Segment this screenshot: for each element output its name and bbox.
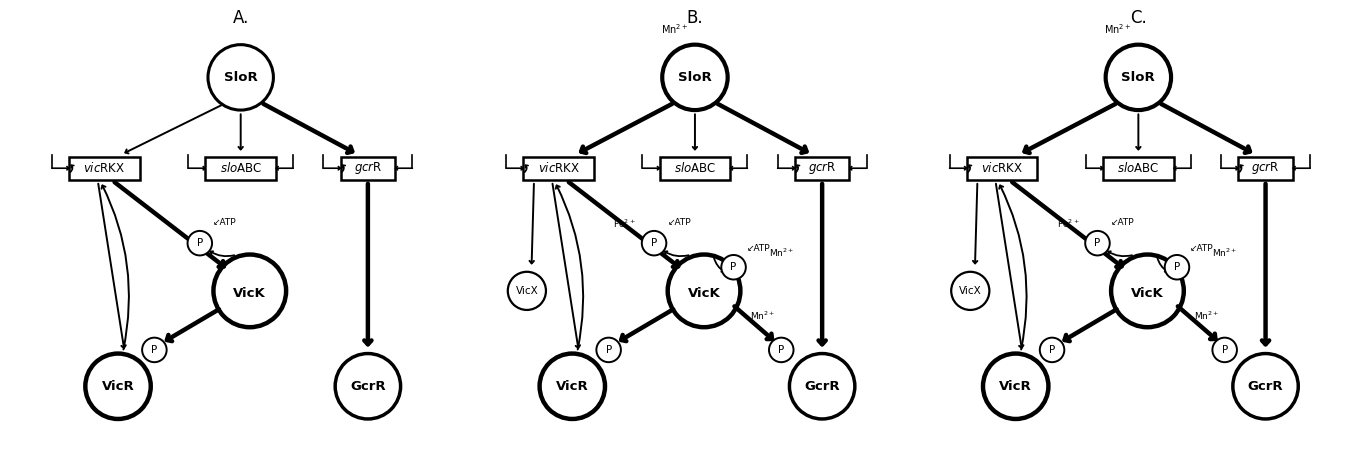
Text: $\it{vic}$RKX: $\it{vic}$RKX (83, 161, 126, 175)
Text: $\it{vic}$RKX: $\it{vic}$RKX (980, 161, 1024, 175)
Circle shape (142, 338, 167, 362)
Circle shape (983, 354, 1048, 419)
Text: GcrR: GcrR (350, 380, 385, 393)
Text: ↙ATP: ↙ATP (1191, 243, 1214, 252)
Text: VicK: VicK (1131, 287, 1163, 300)
Text: $\it{slo}$ABC: $\it{slo}$ABC (674, 161, 716, 175)
Circle shape (1105, 45, 1172, 110)
Text: GcrR: GcrR (804, 380, 839, 393)
FancyBboxPatch shape (1238, 157, 1292, 180)
Circle shape (207, 45, 274, 110)
Text: P: P (1174, 262, 1180, 272)
Text: $\it{gcr}$R: $\it{gcr}$R (354, 160, 382, 176)
Text: VicR: VicR (102, 380, 134, 393)
Text: Mn$^{2+}$: Mn$^{2+}$ (750, 310, 776, 322)
Text: P: P (152, 345, 157, 355)
Circle shape (335, 354, 400, 419)
Text: P: P (606, 345, 612, 355)
Text: $\it{slo}$ABC: $\it{slo}$ABC (220, 161, 262, 175)
Circle shape (662, 45, 728, 110)
Text: VicX: VicX (515, 286, 538, 296)
Text: B.: B. (686, 9, 704, 27)
Text: P: P (1094, 238, 1101, 248)
FancyBboxPatch shape (69, 157, 140, 180)
Text: $\it{gcr}$R: $\it{gcr}$R (1252, 160, 1280, 176)
Circle shape (213, 255, 286, 327)
Text: ↙ATP: ↙ATP (667, 218, 690, 227)
Circle shape (641, 231, 666, 256)
Text: Mn$^{2+}$: Mn$^{2+}$ (1212, 247, 1238, 259)
Text: VicK: VicK (687, 287, 720, 300)
Text: GcrR: GcrR (1248, 380, 1283, 393)
Text: SloR: SloR (678, 71, 712, 84)
FancyBboxPatch shape (795, 157, 849, 180)
Text: P: P (197, 238, 203, 248)
FancyBboxPatch shape (523, 157, 594, 180)
Text: P: P (651, 238, 658, 248)
Text: ↙ATP: ↙ATP (213, 218, 236, 227)
Circle shape (1165, 255, 1189, 279)
Text: $\it{gcr}$R: $\it{gcr}$R (808, 160, 837, 176)
FancyBboxPatch shape (206, 157, 275, 180)
Text: VicR: VicR (556, 380, 589, 393)
Text: VicK: VicK (233, 287, 266, 300)
Circle shape (721, 255, 746, 279)
Text: P: P (1222, 345, 1227, 355)
Text: Mn$^{2+}$: Mn$^{2+}$ (769, 247, 795, 259)
FancyBboxPatch shape (967, 157, 1037, 180)
Circle shape (951, 272, 990, 310)
Text: A.: A. (232, 9, 250, 27)
Circle shape (1040, 338, 1064, 362)
Circle shape (1233, 354, 1298, 419)
Text: SloR: SloR (1121, 71, 1155, 84)
Circle shape (667, 255, 740, 327)
Text: ↙ATP: ↙ATP (1111, 218, 1134, 227)
Circle shape (85, 354, 151, 419)
FancyBboxPatch shape (660, 157, 730, 180)
Text: Mn$^{2+}$: Mn$^{2+}$ (660, 22, 687, 36)
Circle shape (187, 231, 212, 256)
Circle shape (597, 338, 621, 362)
Text: C.: C. (1130, 9, 1147, 27)
Text: VicX: VicX (959, 286, 982, 296)
Circle shape (789, 354, 854, 419)
Circle shape (1111, 255, 1184, 327)
Circle shape (507, 272, 546, 310)
Text: P: P (731, 262, 736, 272)
Text: Mn$^{2+}$: Mn$^{2+}$ (1104, 22, 1131, 36)
FancyBboxPatch shape (1104, 157, 1173, 180)
Circle shape (1085, 231, 1109, 256)
Text: Fe$^{2+}$: Fe$^{2+}$ (1056, 218, 1079, 230)
Text: SloR: SloR (224, 71, 258, 84)
Text: ↙ATP: ↙ATP (747, 243, 770, 252)
Text: P: P (778, 345, 784, 355)
FancyBboxPatch shape (340, 157, 395, 180)
Text: Fe$^{2+}$: Fe$^{2+}$ (613, 218, 636, 230)
Circle shape (769, 338, 793, 362)
Circle shape (1212, 338, 1237, 362)
Text: Mn$^{2+}$: Mn$^{2+}$ (1193, 310, 1219, 322)
Text: VicR: VicR (999, 380, 1032, 393)
Text: P: P (1050, 345, 1055, 355)
Circle shape (540, 354, 605, 419)
Text: $\it{vic}$RKX: $\it{vic}$RKX (537, 161, 580, 175)
Text: $\it{slo}$ABC: $\it{slo}$ABC (1117, 161, 1159, 175)
